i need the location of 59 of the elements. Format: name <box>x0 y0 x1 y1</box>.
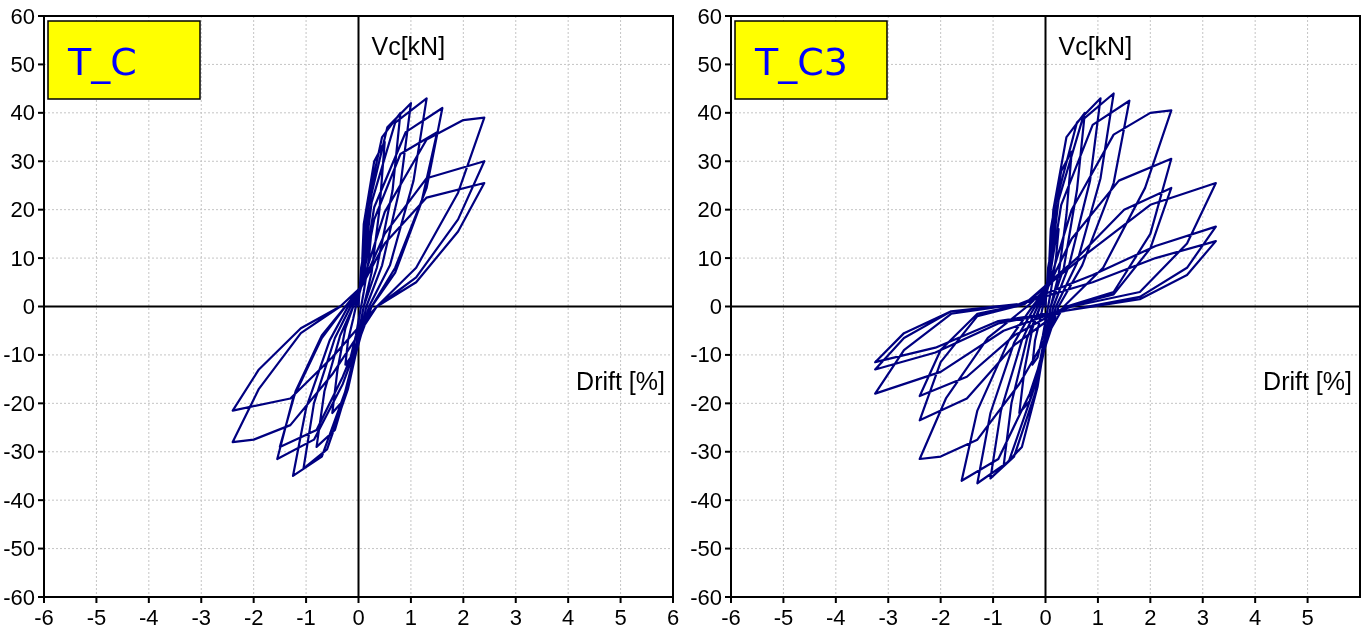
x-tick-label: -6 <box>721 604 741 630</box>
y-tick-label: 0 <box>709 294 722 319</box>
y-tick-label: 10 <box>10 245 35 271</box>
y-tick-label: -40 <box>690 487 722 513</box>
y-tick-label: -20 <box>3 390 35 416</box>
x-tick-label: -2 <box>243 604 264 630</box>
y-tick-label: 30 <box>10 148 35 174</box>
x-tick-label: -4 <box>139 604 159 630</box>
y-tick-label: 0 <box>22 294 35 319</box>
y-tick-label: -60 <box>3 584 35 610</box>
x-tick-label: -2 <box>930 604 951 630</box>
x-tick-label: 4 <box>1249 604 1262 630</box>
y-tick-label: 40 <box>697 100 722 126</box>
x-tick-label: 3 <box>509 604 522 630</box>
y-axis-title: Vc[kN] <box>1058 32 1133 60</box>
y-tick-label: -60 <box>690 584 722 610</box>
y-tick-label: 50 <box>697 51 722 77</box>
x-axis-title: Drift [%] <box>1263 366 1352 395</box>
y-tick-label: -10 <box>690 342 722 368</box>
x-tick-label: 1 <box>1091 604 1105 630</box>
line-series <box>231 97 486 478</box>
y-tick-label: 30 <box>697 148 722 174</box>
y-tick-label: -40 <box>3 487 35 513</box>
x-tick-label: -3 <box>191 604 212 630</box>
y-tick-label: 20 <box>697 197 722 223</box>
x-tick-label: -4 <box>826 604 846 630</box>
x-tick-label: 0 <box>352 604 365 630</box>
y-tick-label: 10 <box>697 245 722 271</box>
x-tick-label: -3 <box>878 604 899 630</box>
x-tick-label: 1 <box>404 604 418 630</box>
y-tick-label: -50 <box>690 536 722 562</box>
line-series <box>874 92 1217 485</box>
x-tick-label: 4 <box>562 604 575 630</box>
y-tick-label: -50 <box>3 536 35 562</box>
y-tick-label: -10 <box>3 342 35 368</box>
x-tick-label: 2 <box>1144 604 1157 630</box>
y-tick-label: -20 <box>690 390 722 416</box>
x-tick-label: -6 <box>34 604 54 630</box>
x-tick-label: -5 <box>86 604 107 630</box>
x-tick-label: -1 <box>983 604 1003 630</box>
x-tick-label: 3 <box>1196 604 1209 630</box>
x-tick-label: 0 <box>1039 604 1052 630</box>
text: T_C <box>67 40 137 84</box>
y-tick-label: 50 <box>10 51 35 77</box>
x-axis-title: Drift [%] <box>576 366 665 395</box>
y-tick-label: -30 <box>690 439 722 465</box>
x-tick-label: 2 <box>457 604 470 630</box>
x-tick-label: 6 <box>666 604 680 630</box>
x-tick-label: 5 <box>1301 604 1314 630</box>
y-tick-label: -30 <box>3 439 35 465</box>
y-tick-label: 60 <box>697 3 722 29</box>
x-tick-label: -1 <box>296 604 316 630</box>
text: T_C3 <box>754 40 848 84</box>
y-tick-label: 60 <box>10 3 35 29</box>
y-tick-label: 20 <box>10 197 35 223</box>
x-tick-label: -5 <box>773 604 794 630</box>
y-tick-label: 40 <box>10 100 35 126</box>
x-tick-label: 5 <box>614 604 627 630</box>
y-axis-title: Vc[kN] <box>371 32 446 60</box>
